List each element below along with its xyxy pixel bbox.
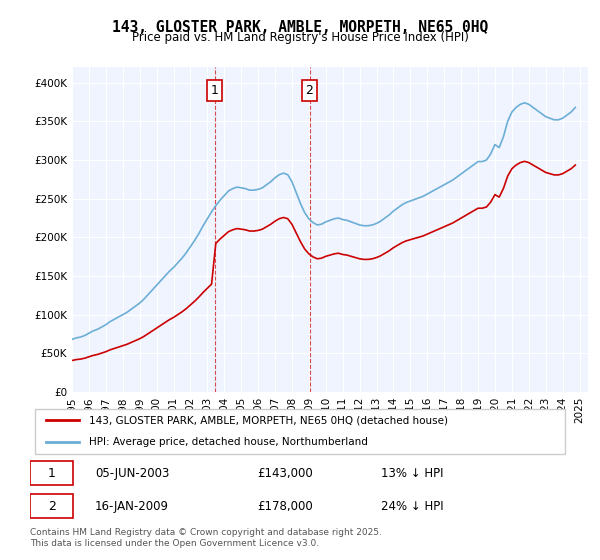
Text: £143,000: £143,000 [257, 466, 313, 479]
Text: Contains HM Land Registry data © Crown copyright and database right 2025.
This d: Contains HM Land Registry data © Crown c… [30, 528, 382, 548]
Text: 13% ↓ HPI: 13% ↓ HPI [381, 466, 443, 479]
Text: 2: 2 [47, 500, 56, 513]
Text: 2: 2 [305, 84, 313, 97]
Text: 16-JAN-2009: 16-JAN-2009 [95, 500, 169, 513]
FancyBboxPatch shape [30, 461, 73, 485]
Text: 1: 1 [211, 84, 218, 97]
Text: HPI: Average price, detached house, Northumberland: HPI: Average price, detached house, Nort… [89, 437, 368, 447]
Text: 143, GLOSTER PARK, AMBLE, MORPETH, NE65 0HQ: 143, GLOSTER PARK, AMBLE, MORPETH, NE65 … [112, 20, 488, 35]
Text: £178,000: £178,000 [257, 500, 313, 513]
Text: 143, GLOSTER PARK, AMBLE, MORPETH, NE65 0HQ (detached house): 143, GLOSTER PARK, AMBLE, MORPETH, NE65 … [89, 415, 448, 425]
FancyBboxPatch shape [30, 494, 73, 519]
FancyBboxPatch shape [35, 409, 565, 454]
Text: 24% ↓ HPI: 24% ↓ HPI [381, 500, 443, 513]
Text: Price paid vs. HM Land Registry's House Price Index (HPI): Price paid vs. HM Land Registry's House … [131, 31, 469, 44]
Text: 1: 1 [47, 466, 56, 479]
Text: 05-JUN-2003: 05-JUN-2003 [95, 466, 169, 479]
